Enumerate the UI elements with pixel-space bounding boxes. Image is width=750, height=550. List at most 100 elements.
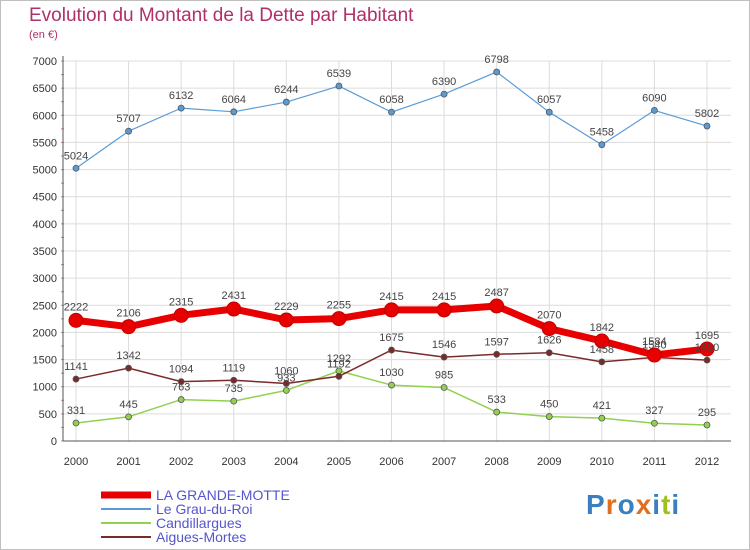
data-label: 1546 [432, 339, 456, 351]
data-label: 1597 [484, 336, 508, 348]
y-tick-label: 4000 [33, 219, 57, 231]
x-tick-label: 2009 [537, 456, 561, 468]
x-tick-label: 2001 [116, 456, 140, 468]
data-point [388, 346, 395, 354]
data-point [226, 301, 242, 317]
data-point [125, 413, 132, 421]
data-label: 2415 [379, 291, 403, 303]
data-label: 1675 [379, 332, 403, 344]
data-label: 1060 [274, 365, 298, 377]
y-tick-label: 6000 [33, 110, 57, 122]
y-tick-label: 4500 [33, 192, 57, 204]
data-point [72, 164, 80, 172]
data-label: 450 [540, 399, 558, 411]
data-point [699, 341, 715, 357]
data-label: 1490 [695, 342, 719, 354]
data-label: 1030 [379, 367, 403, 379]
data-label: 1695 [695, 330, 719, 342]
data-point [651, 419, 658, 427]
data-point [703, 421, 711, 429]
data-point [230, 376, 238, 384]
y-tick-label: 5500 [33, 137, 57, 149]
data-point [440, 353, 448, 361]
data-label: 2229 [274, 301, 298, 313]
legend-label: Aigues-Mortes [156, 529, 246, 545]
data-label: 6058 [379, 94, 403, 106]
data-point [594, 333, 610, 349]
data-point [173, 307, 189, 323]
data-label: 295 [698, 407, 716, 419]
data-point [278, 312, 294, 328]
data-label: 5458 [590, 127, 614, 139]
data-label: 331 [67, 405, 85, 417]
data-label: 1540 [642, 339, 666, 351]
data-point [440, 384, 448, 391]
y-tick-label: 7000 [33, 56, 57, 68]
data-point [125, 127, 132, 135]
data-point [121, 319, 137, 335]
x-tick-label: 2007 [432, 456, 456, 468]
data-label: 1094 [169, 364, 193, 376]
data-point [335, 82, 343, 90]
data-point [282, 386, 290, 394]
data-label: 2255 [327, 300, 351, 312]
y-tick-label: 500 [39, 409, 57, 421]
x-tick-label: 2000 [64, 456, 88, 468]
data-point [230, 397, 238, 405]
data-label: 735 [225, 383, 243, 395]
data-label: 2106 [116, 308, 140, 320]
data-label: 1119 [222, 362, 245, 374]
chart-title: Evolution du Montant de la Dette par Hab… [29, 5, 414, 26]
data-point [651, 107, 658, 114]
data-point [177, 396, 185, 403]
data-point [598, 141, 606, 149]
data-label: 6132 [169, 90, 193, 102]
x-tick-label: 2010 [590, 456, 614, 468]
data-point [545, 413, 553, 420]
x-tick-label: 2012 [695, 456, 719, 468]
data-point [384, 302, 399, 318]
data-point [541, 321, 557, 337]
y-tick-label: 2000 [33, 327, 57, 339]
data-point [68, 312, 84, 328]
y-tick-label: 3000 [33, 273, 57, 285]
data-point [703, 122, 711, 130]
data-label: 1192 [327, 358, 351, 370]
x-tick-label: 2005 [327, 456, 351, 468]
data-point [703, 356, 711, 364]
y-tick-label: 5000 [33, 165, 57, 177]
data-point [440, 90, 448, 98]
data-point [282, 98, 290, 106]
data-label: 1842 [590, 322, 614, 334]
data-point [72, 419, 80, 427]
x-tick-label: 2011 [643, 456, 667, 468]
x-tick-label: 2003 [222, 456, 246, 468]
data-label: 2431 [222, 290, 246, 302]
x-tick-label: 2008 [484, 456, 508, 468]
data-label: 6390 [432, 76, 456, 88]
y-tick-label: 3500 [33, 246, 57, 258]
data-label: 421 [593, 400, 611, 412]
data-point [598, 358, 606, 366]
data-point [230, 108, 238, 116]
legend-label: Candillargues [156, 515, 242, 531]
data-point [598, 414, 606, 422]
data-label: 2315 [169, 296, 193, 308]
data-label: 533 [487, 394, 505, 406]
x-tick-label: 2002 [169, 456, 193, 468]
x-tick-label: 2006 [379, 456, 403, 468]
data-label: 1141 [64, 361, 88, 373]
data-point [177, 104, 185, 112]
data-label: 1626 [537, 335, 561, 347]
data-label: 5802 [695, 108, 719, 120]
data-point [282, 380, 290, 387]
legend-label: LA GRANDE-MOTTE [156, 487, 290, 503]
data-point [646, 347, 662, 363]
data-label: 1458 [590, 344, 614, 356]
data-point [125, 364, 132, 372]
data-label: 763 [172, 382, 190, 394]
data-point [436, 302, 452, 318]
data-label: 6064 [222, 94, 246, 106]
data-point [493, 350, 501, 358]
